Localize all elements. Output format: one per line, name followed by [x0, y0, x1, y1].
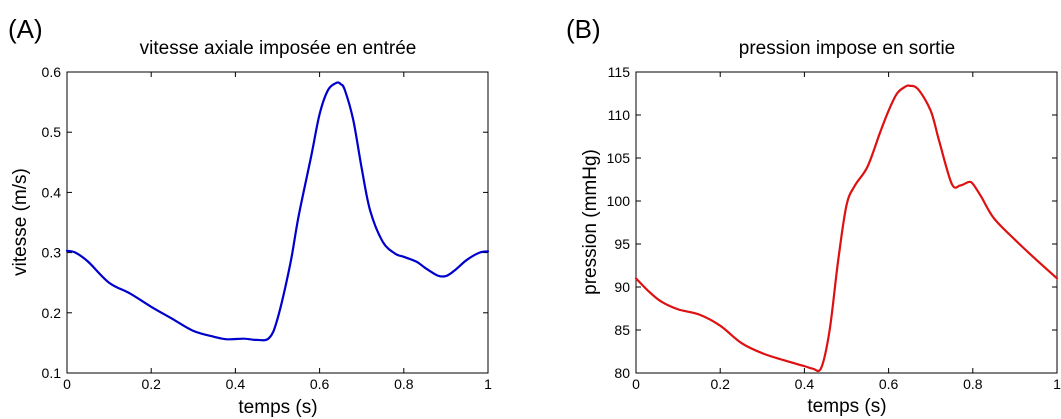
- panel-a: (A) vitesse axiale imposée en entrée tem…: [8, 14, 492, 418]
- panel-a-ylabel: vitesse (m/s): [10, 168, 31, 276]
- panel-a-ytick-label: 0.2: [42, 305, 62, 321]
- panel-b-ytick-label: 115: [608, 64, 631, 80]
- panel-b-ytick-label: 100: [607, 193, 631, 209]
- panel-a-xtick-label: 0: [63, 376, 71, 392]
- panel-b-xtick-label: 0.4: [795, 376, 815, 392]
- panel-a-ticks: 0 0.2 0.4 0.6 0.8 1 0.1 0.2 0.3 0.4 0.5 0.6: [42, 64, 493, 392]
- panel-b-ytick-label: 90: [614, 279, 630, 295]
- panel-b-ticks: 0 0.2 0.4 0.6 0.8 1 80 85 90 95 100 105 110 115: [607, 64, 1061, 392]
- panel-a-title: vitesse axiale imposée en entrée: [140, 38, 417, 59]
- panel-a-xlabel: temps (s): [238, 397, 317, 418]
- panel-a-xtick-label: 0.8: [394, 376, 414, 392]
- panel-b-ytick-label: 110: [608, 107, 631, 123]
- panel-a-letter: (A): [8, 14, 43, 44]
- panel-a-ytick-label: 0.3: [42, 245, 62, 261]
- panel-a-ytick-label: 0.6: [42, 64, 62, 80]
- panel-b-letter: (B): [566, 14, 601, 44]
- panel-b-xtick-label: 0: [632, 376, 640, 392]
- panel-b-frame: [635, 71, 1058, 374]
- panel-a-frame: [66, 71, 489, 374]
- panel-b-xtick-label: 0.6: [879, 376, 899, 392]
- panel-b-ylabel: pression (mmHg): [580, 149, 601, 295]
- panel-b-xtick-label: 0.2: [710, 376, 730, 392]
- panel-a-xtick-label: 1: [484, 376, 492, 392]
- panel-b-title: pression impose en sortie: [739, 38, 956, 59]
- panel-b-xtick-label: 1: [1053, 376, 1061, 392]
- panel-a-xtick-label: 0.6: [310, 376, 330, 392]
- panel-a-xtick-label: 0.2: [141, 376, 161, 392]
- panel-b-ytick-label: 95: [614, 236, 630, 252]
- panel-a-xtick-label: 0.4: [226, 376, 246, 392]
- panel-a-ytick-label: 0.1: [42, 365, 62, 381]
- panel-b-ytick-label: 105: [607, 150, 631, 166]
- panel-b-ytick-label: 85: [614, 322, 630, 338]
- panel-a-velocity-line: [65, 81, 490, 342]
- panel-b: (B) pression impose en sortie temps (s) …: [566, 14, 1061, 417]
- panel-b-xlabel: temps (s): [807, 396, 886, 417]
- panel-a-ytick-label: 0.5: [42, 124, 62, 140]
- panel-b-ytick-label: 80: [614, 365, 630, 381]
- panel-b-xtick-label: 0.8: [963, 376, 983, 392]
- panel-a-ytick-label: 0.4: [42, 184, 62, 200]
- panel-b-pressure-line: [634, 84, 1059, 373]
